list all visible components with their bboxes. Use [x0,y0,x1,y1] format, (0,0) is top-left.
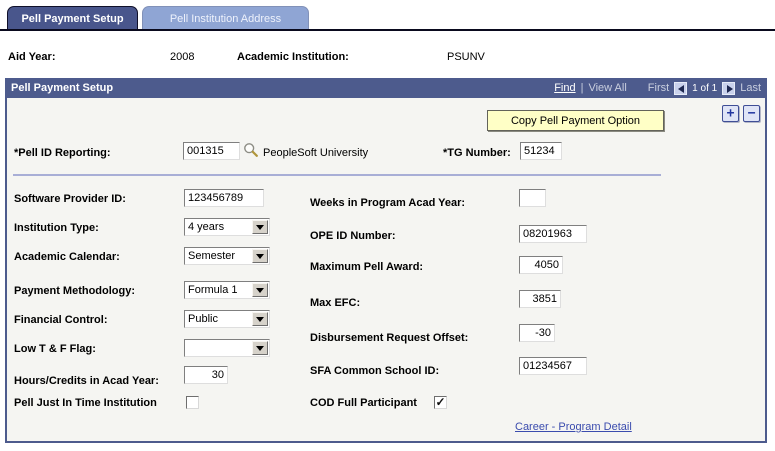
cod-full-participant-label: COD Full Participant [310,397,417,409]
academic-institution-label: Academic Institution: [237,51,349,63]
group-box [5,78,767,443]
career-program-detail-link[interactable]: Career - Program Detail [515,421,632,433]
tab-underline [0,29,775,31]
financial-control-select[interactable]: Public [184,310,270,328]
aid-year-value: 2008 [170,51,195,63]
institution-type-value: 4 years [188,221,225,233]
low-t-f-flag-label: Low T & F Flag: [14,343,96,355]
delete-row-button[interactable]: − [743,105,760,122]
academic-calendar-value: Semester [188,250,236,262]
last-link[interactable]: Last [740,82,761,94]
max-efc-input[interactable] [519,290,561,308]
copy-pell-payment-option-button[interactable]: Copy Pell Payment Option [487,110,664,131]
pell-id-description: PeopleSoft University [263,147,369,159]
software-provider-id-label: Software Provider ID: [14,193,126,205]
maximum-pell-award-input[interactable] [519,256,563,274]
academic-institution-value: PSUNV [447,51,485,63]
dropdown-arrow-icon[interactable] [252,220,268,234]
dropdown-arrow-icon[interactable] [252,341,268,355]
ope-id-number-input[interactable] [519,225,587,243]
dropdown-arrow-icon[interactable] [252,249,268,263]
lookup-magnifier-icon[interactable] [243,142,259,163]
section-divider [13,174,661,176]
tg-number-label: *TG Number: [443,147,511,159]
row-position: 1 of 1 [692,82,718,94]
view-all-link[interactable]: View All [588,82,627,94]
pell-id-reporting-input[interactable] [183,142,240,160]
pell-just-in-time-label: Pell Just In Time Institution [14,397,157,409]
ope-id-number-label: OPE ID Number: [310,230,396,242]
payment-methodology-label: Payment Methodology: [14,285,136,297]
academic-calendar-label: Academic Calendar: [14,251,120,263]
payment-methodology-select[interactable]: Formula 1 [184,281,270,299]
academic-calendar-select[interactable]: Semester [184,247,270,265]
sfa-common-school-id-input[interactable] [519,357,587,375]
group-header: Pell Payment Setup Find | View All First… [5,78,767,98]
left-triangle-icon [678,84,685,93]
weeks-in-program-input[interactable] [519,189,546,207]
tab-pell-institution-address[interactable]: Pell Institution Address [142,6,309,30]
dropdown-arrow-icon[interactable] [252,312,268,326]
pell-id-reporting-label: *Pell ID Reporting: [14,147,111,159]
row-navigation: Find | View All First 1 of 1 Last [554,81,761,95]
find-link[interactable]: Find [554,82,576,94]
maximum-pell-award-label: Maximum Pell Award: [310,261,424,273]
tab-label: Pell Institution Address [169,12,282,25]
hours-credits-input[interactable] [184,366,228,384]
hours-credits-label: Hours/Credits in Acad Year: [14,375,159,387]
financial-control-label: Financial Control: [14,314,108,326]
institution-type-select[interactable]: 4 years [184,218,270,236]
pell-just-in-time-checkbox[interactable] [186,396,199,409]
sfa-common-school-id-label: SFA Common School ID: [310,365,440,377]
tg-number-input[interactable] [520,142,562,160]
payment-methodology-value: Formula 1 [188,284,238,296]
dropdown-arrow-icon[interactable] [252,283,268,297]
aid-year-label: Aid Year: [8,51,56,63]
disbursement-request-offset-input[interactable] [519,324,555,342]
low-t-f-flag-select[interactable] [184,339,270,357]
cod-full-participant-checkbox[interactable]: ✓ [434,395,447,409]
financial-control-value: Public [188,313,218,325]
software-provider-id-input[interactable] [184,189,264,207]
institution-type-label: Institution Type: [14,222,99,234]
nav-separator: | [580,82,584,94]
next-row-button[interactable] [722,81,736,95]
first-link[interactable]: First [647,82,670,94]
right-triangle-icon [727,84,734,93]
tab-label: Pell Payment Setup [21,12,124,25]
add-row-button[interactable]: + [722,105,739,122]
tab-pell-payment-setup[interactable]: Pell Payment Setup [7,6,138,30]
max-efc-label: Max EFC: [310,297,361,309]
group-title: Pell Payment Setup [11,82,114,94]
previous-row-button[interactable] [674,81,688,95]
weeks-in-program-label: Weeks in Program Acad Year: [310,197,466,209]
disbursement-request-offset-label: Disbursement Request Offset: [310,332,469,344]
